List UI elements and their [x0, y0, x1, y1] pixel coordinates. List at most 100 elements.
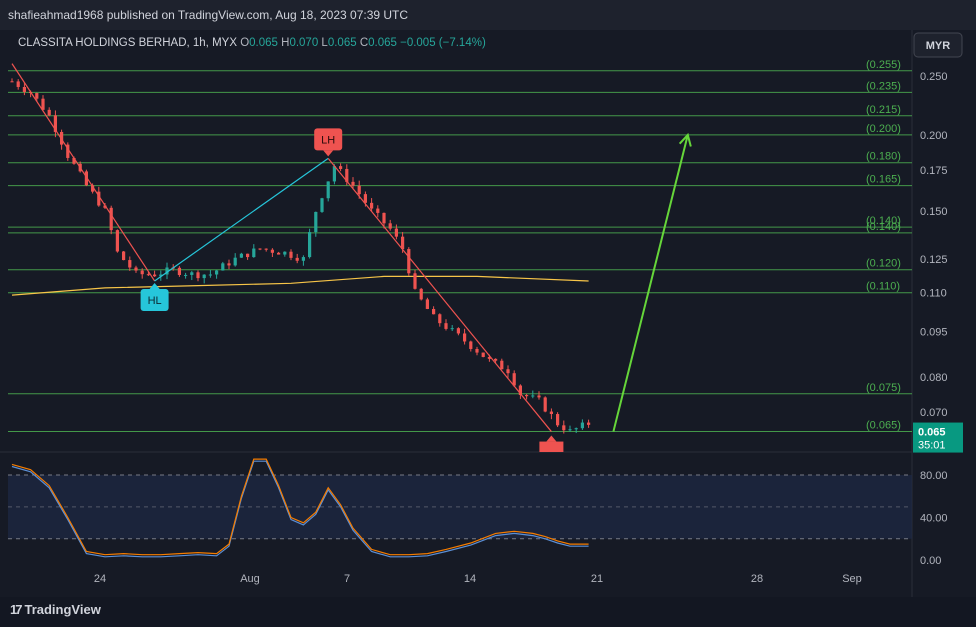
- legend-part: 0.065: [249, 37, 281, 49]
- candle-body: [233, 257, 237, 266]
- candle-body: [115, 230, 119, 252]
- price-axis-tick: 0.095: [920, 326, 948, 338]
- level-label: (0.255): [866, 59, 901, 71]
- candle-body: [450, 328, 454, 330]
- candle-body: [549, 411, 553, 415]
- last-price-box: [913, 422, 963, 453]
- candle-body: [184, 274, 188, 276]
- candle-body: [407, 249, 411, 274]
- candle-body: [146, 274, 150, 276]
- candle-body: [481, 352, 485, 357]
- level-label: (0.200): [866, 123, 901, 135]
- time-axis-tick: Sep: [842, 573, 862, 585]
- candle-body: [525, 395, 529, 397]
- candle-body: [103, 205, 107, 208]
- candle-body: [84, 171, 88, 186]
- candle-body: [512, 373, 516, 386]
- candle-body: [270, 249, 274, 253]
- candle-body: [91, 185, 95, 192]
- hl-label-badge: [140, 288, 169, 311]
- countdown-text: 35:01: [918, 440, 946, 452]
- legend-part: −0.005 (−7.14%): [400, 37, 486, 49]
- time-axis-tick: 24: [94, 573, 106, 585]
- candle-body: [53, 115, 57, 132]
- candle-body: [326, 181, 330, 199]
- candle-body: [419, 288, 423, 300]
- candle-body: [444, 323, 448, 329]
- candle-body: [543, 397, 547, 412]
- candle-body: [153, 274, 157, 277]
- candle-body: [376, 208, 380, 213]
- candle-body: [475, 348, 479, 353]
- candle-body: [277, 252, 281, 255]
- price-axis-tick: 0.070: [920, 407, 948, 419]
- candle-body: [16, 81, 20, 87]
- level-label: (0.120): [866, 258, 901, 270]
- time-axis-tick: 21: [591, 573, 603, 585]
- projection-arrow-head: [678, 132, 692, 147]
- candle-body: [177, 267, 181, 275]
- candle-body: [357, 185, 361, 195]
- candle-body: [295, 257, 299, 261]
- candle-body: [580, 422, 584, 429]
- hl-label-pointer: [149, 282, 160, 289]
- footer: [0, 597, 976, 627]
- candle-body: [140, 270, 144, 275]
- candle-body: [345, 168, 349, 182]
- rsi-axis-tick: 40.00: [920, 513, 948, 525]
- candle-body: [72, 157, 76, 164]
- candle-body: [351, 181, 355, 186]
- time-axis-tick: 28: [751, 573, 763, 585]
- candle-body: [215, 270, 219, 275]
- candle-body: [463, 333, 467, 342]
- candle-body: [388, 223, 392, 229]
- candle-body: [10, 81, 14, 83]
- candle-body: [413, 273, 417, 289]
- candle-body: [425, 299, 429, 309]
- legend-part: L: [321, 37, 328, 49]
- candle-body: [97, 191, 101, 206]
- time-axis-tick: Aug: [240, 573, 260, 585]
- level-label: (0.140): [866, 215, 901, 227]
- price-axis-tick: 0.150: [920, 206, 948, 218]
- time-axis-tick: 7: [344, 573, 350, 585]
- lh-label-text: LH: [321, 134, 335, 146]
- time-axis-tick: 14: [464, 573, 476, 585]
- candle-body: [394, 228, 398, 237]
- moving-average-line: [11, 275, 589, 296]
- candle-body: [568, 429, 572, 431]
- tradingview-logo[interactable]: 17 TradingView: [10, 602, 101, 617]
- rsi-line: [11, 458, 589, 556]
- projection-arrow-line: [612, 134, 689, 432]
- ohlc-legend: CLASSITA HOLDINGS BERHAD, 1h, MYX O0.065…: [18, 37, 486, 49]
- candle-body: [190, 272, 194, 275]
- candle-body: [531, 395, 535, 397]
- level-label: (0.215): [866, 104, 901, 116]
- candle-body: [239, 253, 243, 258]
- candle-body: [587, 422, 591, 425]
- lh-label-pointer: [323, 150, 334, 157]
- candle-body: [487, 356, 491, 359]
- price-axis-tick: 0.200: [920, 130, 948, 142]
- level-label: (0.180): [866, 151, 901, 163]
- candle-body: [382, 212, 386, 224]
- candle-body: [301, 257, 305, 261]
- candle-body: [289, 251, 293, 258]
- level-label: (0.065): [866, 420, 901, 432]
- tradingview-logo-icon: 17: [10, 602, 23, 617]
- candle-body: [66, 144, 70, 158]
- currency-button[interactable]: [913, 32, 963, 58]
- level-label: (0.110): [866, 281, 900, 293]
- candle-body: [196, 272, 200, 279]
- price-axis-tick: 0.250: [920, 71, 948, 83]
- candle-body: [283, 251, 287, 255]
- zigzag-up-line: [154, 157, 329, 282]
- candle-body: [574, 428, 578, 430]
- candle-body: [122, 251, 126, 261]
- tradingview-brand: TradingView: [24, 602, 101, 617]
- legend-part: 0.065: [368, 37, 400, 49]
- candle-body: [308, 232, 312, 258]
- zigzag-down-line: [327, 157, 552, 432]
- candle-body: [165, 267, 169, 275]
